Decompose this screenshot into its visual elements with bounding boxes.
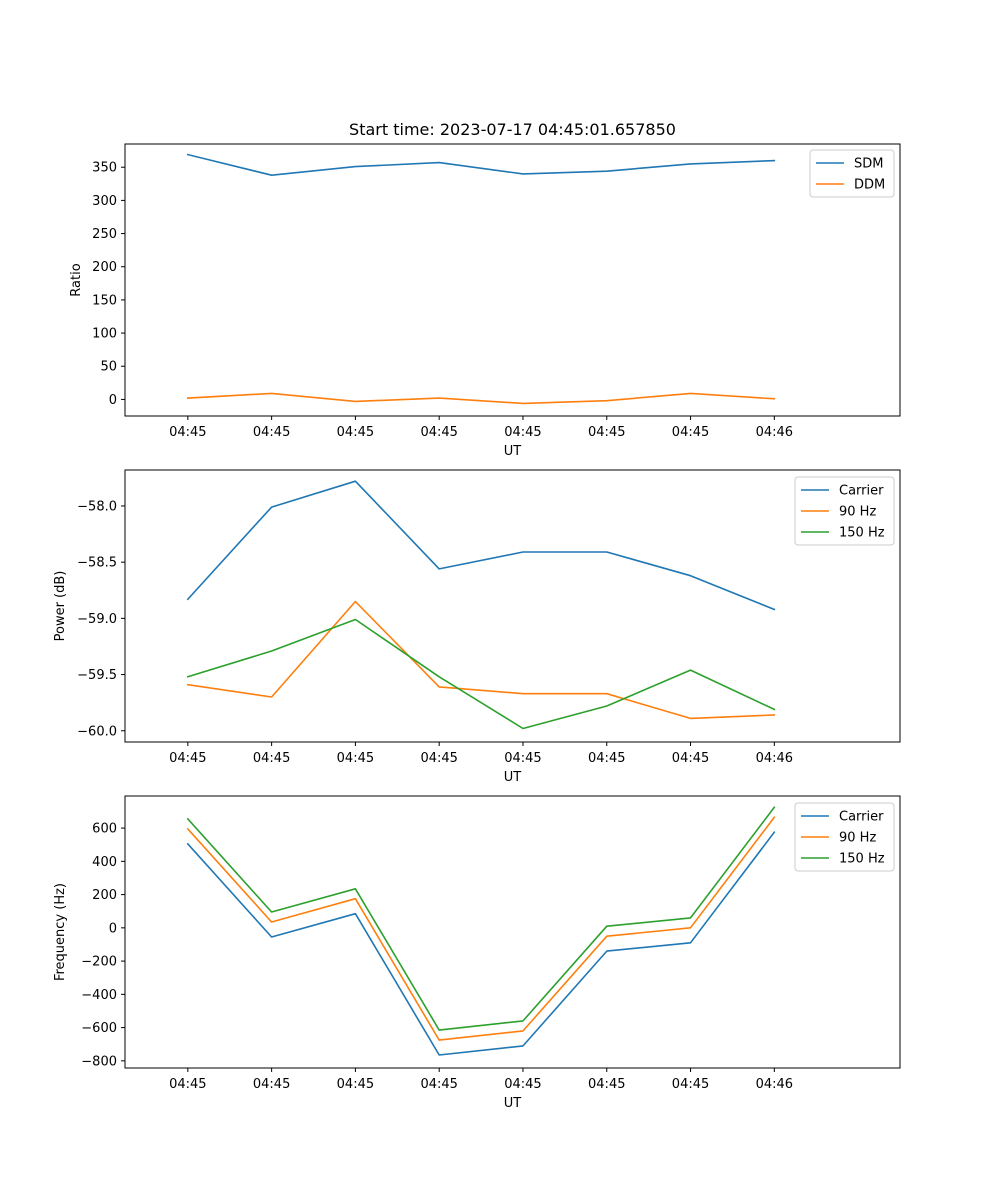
x-axis-label: UT xyxy=(504,1096,522,1111)
y-tick-label: −58.5 xyxy=(77,556,117,571)
chart-title: Start time: 2023-07-17 04:45:01.657850 xyxy=(349,120,676,139)
x-tick-label: 04:45 xyxy=(169,751,206,766)
x-axis-label: UT xyxy=(504,770,522,785)
y-tick-label: 200 xyxy=(92,260,117,275)
y-tick-label: −59.0 xyxy=(77,612,117,627)
legend-entry: 90 Hz xyxy=(839,831,876,846)
legend: SDM DDM xyxy=(809,149,895,198)
x-tick-label: 04:46 xyxy=(756,1077,793,1092)
y-tick-label: −59.5 xyxy=(77,668,117,683)
x-tick-label: 04:45 xyxy=(169,1077,206,1092)
x-tick-label: 04:45 xyxy=(337,751,374,766)
legend-entry: 150 Hz xyxy=(839,526,885,541)
legend-entry: Carrier xyxy=(839,810,884,825)
legend-entry: 90 Hz xyxy=(839,505,876,520)
y-tick-label: 0 xyxy=(109,921,117,936)
x-tick-label: 04:45 xyxy=(169,425,206,440)
series-line-90-hz xyxy=(186,816,776,1041)
y-tick-label: 400 xyxy=(92,855,117,870)
axes-frame xyxy=(124,469,901,743)
y-tick-label: 0 xyxy=(109,393,117,408)
y-axis-label: Power (dB) xyxy=(53,571,68,642)
x-tick-label: 04:45 xyxy=(337,1077,374,1092)
x-tick-label: 04:45 xyxy=(420,425,457,440)
y-tick-label: −400 xyxy=(81,988,117,1003)
x-tick-label: 04:45 xyxy=(588,751,625,766)
x-tick-label: 04:45 xyxy=(588,1077,625,1092)
y-axis-label: Frequency (Hz) xyxy=(53,883,68,981)
y-tick-label: −60.0 xyxy=(77,724,117,739)
chart-panel-2: 04:45 04:45 04:45 04:45 04:45 04:45 04:45 04:46… xyxy=(53,469,901,785)
legend-entry: Carrier xyxy=(839,484,884,499)
y-tick-label: 300 xyxy=(92,194,117,209)
y-tick-label: 150 xyxy=(92,293,117,308)
y-tick-label: −200 xyxy=(81,955,117,970)
axes-frame xyxy=(124,143,901,417)
x-tick-label: 04:45 xyxy=(672,1077,709,1092)
legend: Carrier 90 Hz 150 Hz xyxy=(794,802,895,872)
y-tick-label: 50 xyxy=(100,360,117,375)
series-line-150-hz xyxy=(186,618,776,730)
series-line-90-hz xyxy=(186,600,776,720)
y-tick-label: 250 xyxy=(92,227,117,242)
x-axis-label: UT xyxy=(504,444,522,459)
x-tick-label: 04:45 xyxy=(672,425,709,440)
chart-panel-1: Start time: 2023-07-17 04:45:01.657850 04… xyxy=(69,120,901,459)
y-tick-label: −600 xyxy=(81,1021,117,1036)
legend-entry: 150 Hz xyxy=(839,852,885,867)
x-tick-label: 04:45 xyxy=(420,1077,457,1092)
x-tick-label: 04:45 xyxy=(337,425,374,440)
y-tick-label: 350 xyxy=(92,161,117,176)
x-tick-label: 04:45 xyxy=(253,425,290,440)
x-tick-label: 04:45 xyxy=(672,751,709,766)
x-tick-label: 04:45 xyxy=(588,425,625,440)
legend-box xyxy=(794,802,895,872)
series-line-ddm xyxy=(186,392,776,405)
x-tick-label: 04:45 xyxy=(504,425,541,440)
legend-entry: DDM xyxy=(854,178,885,193)
x-tick-label: 04:46 xyxy=(756,751,793,766)
series-line-150-hz xyxy=(186,806,776,1031)
legend-box xyxy=(794,476,895,546)
x-tick-label: 04:46 xyxy=(756,425,793,440)
legend-entry: SDM xyxy=(854,157,883,172)
y-axis-label: Ratio xyxy=(69,263,84,296)
legend: Carrier 90 Hz 150 Hz xyxy=(794,476,895,546)
x-tick-label: 04:45 xyxy=(504,751,541,766)
legend-box xyxy=(809,149,895,198)
axes-frame xyxy=(124,795,901,1069)
x-tick-label: 04:45 xyxy=(420,751,457,766)
series-line-carrier xyxy=(186,831,776,1056)
series-line-sdm xyxy=(186,153,776,176)
chart-panel-3: 04:45 04:45 04:45 04:45 04:45 04:45 04:45 04:46… xyxy=(53,795,901,1111)
y-tick-label: 100 xyxy=(92,327,117,342)
x-tick-label: 04:45 xyxy=(253,751,290,766)
x-tick-label: 04:45 xyxy=(504,1077,541,1092)
y-tick-label: −58.0 xyxy=(77,499,117,514)
series-line-carrier xyxy=(186,480,776,611)
x-tick-label: 04:45 xyxy=(253,1077,290,1092)
y-tick-label: 600 xyxy=(92,822,117,837)
y-tick-label: −800 xyxy=(81,1054,117,1069)
y-tick-label: 200 xyxy=(92,888,117,903)
